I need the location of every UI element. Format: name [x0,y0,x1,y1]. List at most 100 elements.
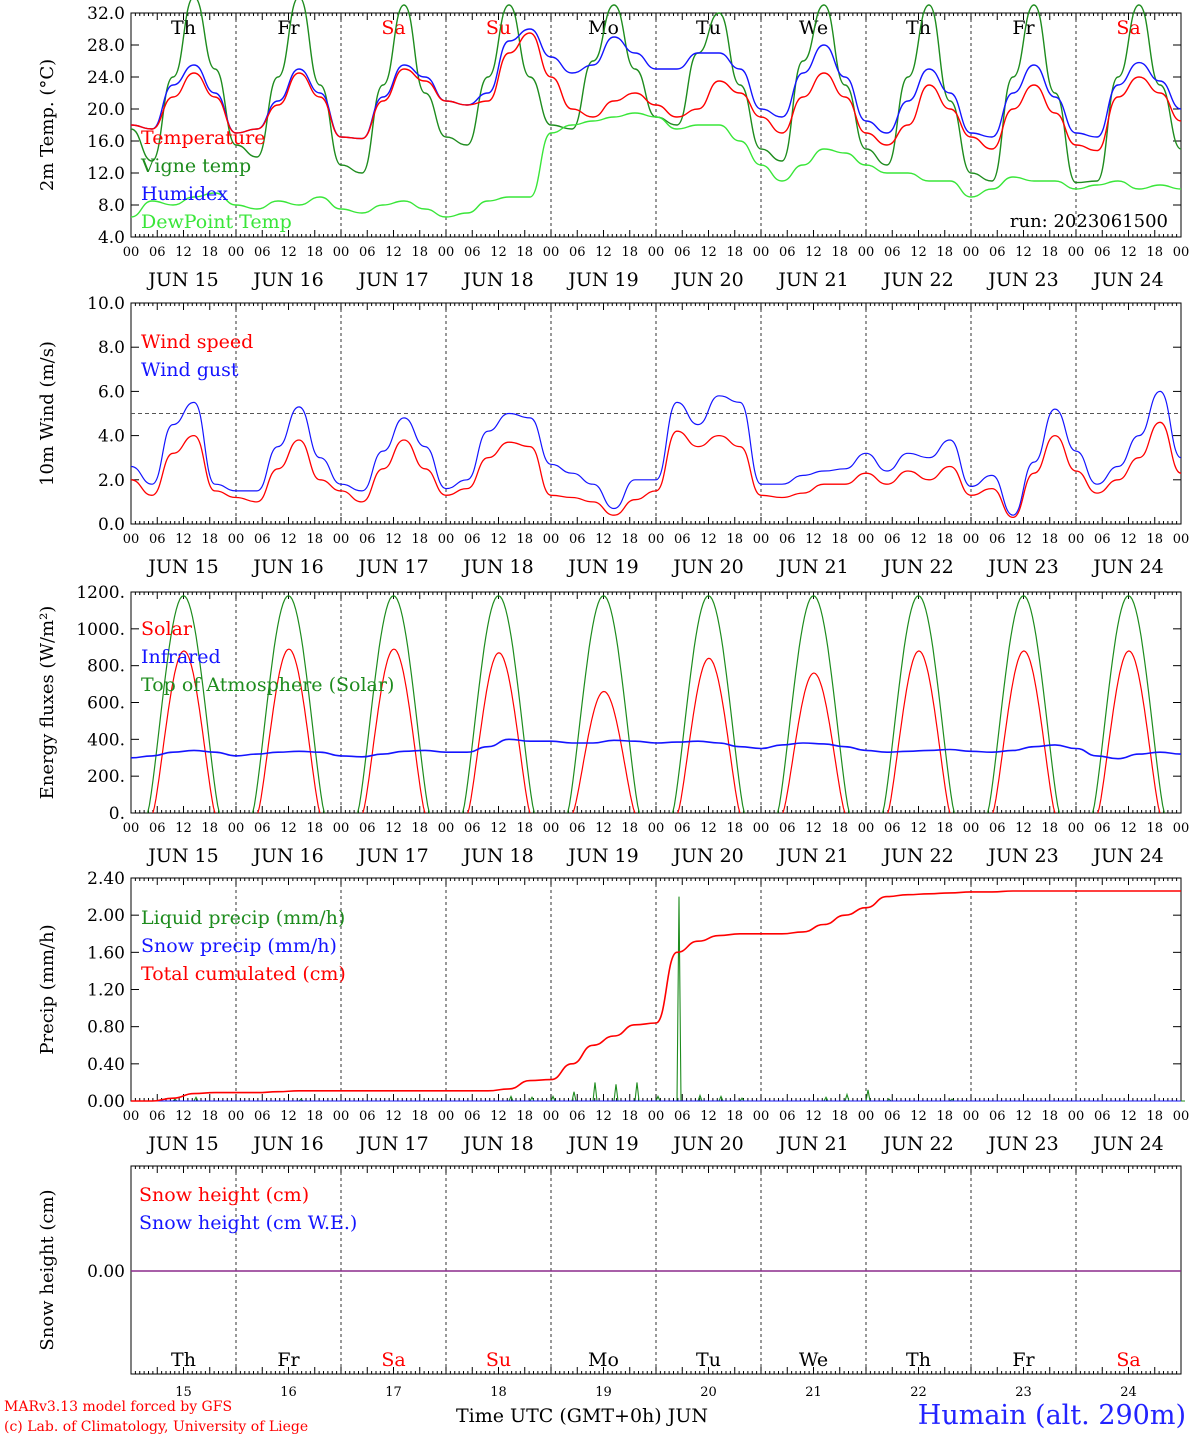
hour-tick-label: 06 [464,1109,481,1124]
solar-arc [257,648,321,814]
date-label: JUN 16 [251,1133,323,1155]
hour-tick-label: 18 [936,245,953,260]
hour-tick-label: 06 [1094,821,1111,836]
line-wind-gust [130,390,1182,516]
hour-tick-label: 18 [1146,1109,1163,1124]
hour-tick-label: 12 [175,821,192,836]
legend-dewpoint-temp: DewPoint Temp [141,211,292,233]
y-tick-label: 24.0 [87,68,125,88]
hour-tick-label: 06 [674,245,691,260]
hour-tick-label: 18 [411,1109,428,1124]
hour-tick-label: 18 [726,1109,743,1124]
hour-tick-label: 00 [1173,532,1190,547]
hour-tick-label: 18 [621,821,638,836]
hour-tick-label: 00 [333,532,350,547]
hour-tick-label: 12 [280,532,297,547]
date-label: JUN 20 [671,556,743,578]
legend-liquid-precip-mm-h-: Liquid precip (mm/h) [141,907,345,929]
line-humidex [130,28,1182,140]
date-label: JUN 19 [566,845,638,867]
model-credit: MARv3.13 model forced by GFS [4,1399,233,1415]
day-name: Su [486,1349,511,1371]
hour-tick-label: 12 [700,245,717,260]
date-label: JUN 16 [251,845,323,867]
hour-tick-label: 18 [411,532,428,547]
line-total-cumulated [131,890,1182,1102]
toa-solar-arc [147,595,220,814]
date-label: JUN 22 [881,845,953,867]
legend-snow-height-cm-w-e-: Snow height (cm W.E.) [139,1212,357,1234]
hour-tick-label: 18 [621,1109,638,1124]
hour-tick-label: 18 [306,245,323,260]
hour-tick-label: 00 [753,1109,770,1124]
hour-tick-label: 18 [621,532,638,547]
hour-tick-label: 00 [333,1109,350,1124]
hour-tick-label: 12 [805,532,822,547]
y-tick-label: 600. [87,694,125,714]
hour-tick-label: 06 [254,532,271,547]
hour-tick-label: 00 [333,821,350,836]
station-name: Humain (alt. 290m) [917,1400,1186,1431]
date-label: JUN 24 [1091,556,1163,578]
date-label: JUN 18 [461,1133,533,1155]
y-tick-label: 32.0 [87,4,125,24]
hour-tick-label: 18 [411,821,428,836]
hour-tick-label: 18 [726,821,743,836]
y-tick-label: 0.40 [87,1055,125,1075]
legend-vigne-temp: Vigne temp [140,155,251,177]
hour-tick-label: 18 [936,821,953,836]
hour-tick-label: 00 [123,821,140,836]
date-label: JUN 15 [146,269,218,291]
hour-tick-label: 12 [385,245,402,260]
day-name: Fr [1012,17,1035,39]
hour-tick-label: 00 [543,532,560,547]
hour-tick-label: 18 [936,1109,953,1124]
hour-tick-label: 00 [858,532,875,547]
hour-tick-label: 12 [1120,821,1137,836]
date-label: JUN 22 [881,1133,953,1155]
hour-tick-label: 00 [228,1109,245,1124]
hour-tick-label: 00 [858,1109,875,1124]
date-label: JUN 22 [881,556,953,578]
hour-tick-label: 06 [464,532,481,547]
day-name: Su [486,17,511,39]
y-tick-label: 0.00 [87,1262,125,1282]
legend-top-of-atmosphere-solar-: Top of Atmosphere (Solar) [141,674,394,696]
toa-solar-arc [252,595,325,814]
y-tick-label: 0.80 [87,1018,125,1038]
hour-tick-label: 00 [123,245,140,260]
date-label: JUN 20 [671,1133,743,1155]
date-label: JUN 21 [776,269,848,291]
hour-tick-label: 06 [1094,1109,1111,1124]
y-axis-title: Energy fluxes (W/m²) [37,606,58,800]
toa-solar-arc [672,595,745,814]
hour-tick-label: 12 [385,1109,402,1124]
hour-tick-label: 00 [438,532,455,547]
hour-tick-label: 12 [490,1109,507,1124]
date-label: JUN 19 [566,269,638,291]
day-number: 20 [700,1385,717,1400]
hour-tick-label: 06 [464,245,481,260]
hour-tick-label: 06 [149,532,166,547]
hour-tick-label: 12 [805,821,822,836]
hour-tick-label: 18 [201,532,218,547]
hour-tick-label: 00 [1068,821,1085,836]
hour-tick-label: 06 [779,245,796,260]
toa-solar-arc [987,595,1060,814]
hour-tick-label: 12 [175,532,192,547]
hour-tick-label: 18 [1146,821,1163,836]
hour-tick-label: 18 [516,532,533,547]
date-label: JUN 17 [356,845,428,867]
y-axis-title: Precip (mm/h) [37,924,58,1054]
hour-tick-label: 00 [333,245,350,260]
hour-tick-label: 12 [280,821,297,836]
date-label: JUN 24 [1091,1133,1163,1155]
y-axis-title: 10m Wind (m/s) [37,341,58,486]
day-name: Sa [1116,1349,1140,1371]
hour-tick-label: 18 [831,245,848,260]
date-label: JUN 15 [146,845,218,867]
hour-tick-label: 00 [1173,1109,1190,1124]
hour-tick-label: 06 [989,821,1006,836]
hour-tick-label: 18 [621,245,638,260]
hour-tick-label: 18 [306,532,323,547]
